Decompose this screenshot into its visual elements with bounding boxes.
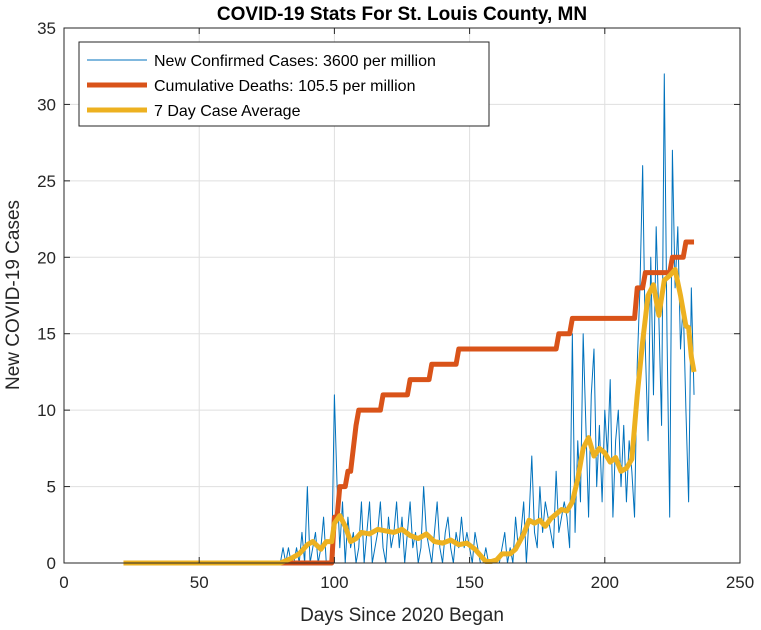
y-tick-label: 0 (47, 554, 56, 573)
x-tick-label: 0 (59, 573, 68, 592)
legend: New Confirmed Cases: 3600 per million Cu… (78, 41, 490, 127)
legend-entry-cumulative-deaths: Cumulative Deaths: 105.5 per million (154, 78, 415, 95)
y-tick-label: 15 (37, 325, 56, 344)
y-axis-label: New COVID-19 Cases (3, 200, 24, 390)
x-tick-label: 100 (320, 573, 348, 592)
chart-title: COVID-19 Stats For St. Louis County, MN (217, 4, 587, 25)
tick-labels: 0 50 100 150 200 250 0 5 10 15 20 25 30 35 (37, 19, 754, 592)
y-tick-label: 20 (37, 248, 56, 267)
y-tick-label: 5 (47, 478, 56, 497)
x-tick-label: 150 (455, 573, 483, 592)
axes (63, 27, 741, 564)
legend-entry-new-cases: New Confirmed Cases: 3600 per million (154, 53, 436, 70)
x-tick-label: 50 (190, 573, 209, 592)
legend-box (78, 41, 490, 127)
y-tick-label: 30 (37, 95, 56, 114)
x-tick-label: 200 (591, 573, 619, 592)
series-7-day-case-average (123, 267, 697, 566)
x-tick-label: 250 (726, 573, 754, 592)
plot-series (123, 73, 697, 566)
x-axis-label: Days Since 2020 Began (300, 605, 504, 626)
y-tick-label: 10 (37, 401, 56, 420)
series-cumulative-deaths (123, 239, 695, 566)
y-tick-label: 35 (37, 19, 56, 38)
legend-entry-7-day-average: 7 Day Case Average (154, 103, 301, 120)
y-tick-label: 25 (37, 172, 56, 191)
plot-area-frame (63, 27, 741, 564)
